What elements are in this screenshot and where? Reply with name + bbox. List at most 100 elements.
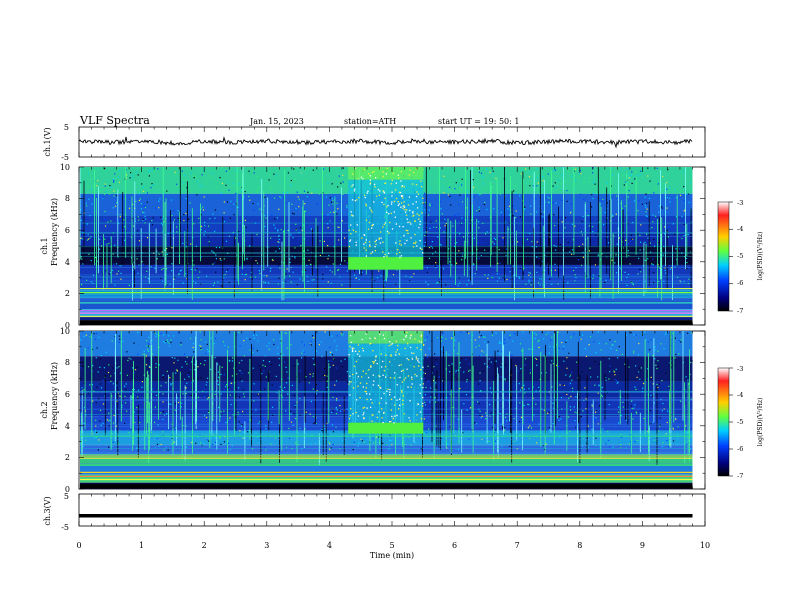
spectrum-speckle bbox=[300, 172, 302, 174]
spectrum-speckle bbox=[86, 205, 88, 207]
spectrum-speckle bbox=[163, 334, 165, 336]
spectrum-speckle bbox=[449, 195, 451, 197]
event-speckle bbox=[348, 245, 350, 248]
spectrum-speckle bbox=[80, 339, 82, 341]
spectrum-speckle bbox=[652, 264, 654, 266]
spectrum-speckle bbox=[326, 422, 328, 424]
spectrum-speckle bbox=[674, 233, 676, 235]
spectrum-speckle bbox=[329, 442, 331, 445]
spectrum-speckle bbox=[580, 172, 582, 174]
spectrum-speckle bbox=[672, 427, 674, 429]
spectrum-speckle bbox=[256, 436, 258, 438]
event-speckle bbox=[398, 225, 401, 228]
spectrum-speckle bbox=[482, 370, 484, 372]
event-speckle bbox=[369, 337, 371, 339]
spectrum-speckle bbox=[539, 378, 541, 381]
spectrum-speckle bbox=[547, 259, 549, 261]
spectrum-speckle bbox=[149, 344, 151, 346]
spectrum-speckle bbox=[190, 172, 192, 174]
spectrum-speckle bbox=[135, 200, 137, 203]
spectrum-speckle bbox=[241, 273, 243, 275]
spectrum-speckle bbox=[543, 355, 545, 357]
spectrum-speckle bbox=[608, 378, 610, 380]
event-speckle bbox=[395, 242, 397, 244]
event-speckle bbox=[390, 344, 392, 346]
spectrum-speckle bbox=[504, 426, 506, 428]
spectrum-speckle bbox=[215, 390, 217, 393]
spectrum-speckle bbox=[433, 379, 435, 382]
spectrum-speckle bbox=[301, 357, 303, 359]
spectrum-speckle bbox=[214, 357, 216, 359]
spectrum-speckle bbox=[137, 216, 139, 218]
spectrum-speckle bbox=[289, 258, 291, 260]
spectrum-speckle bbox=[220, 373, 222, 375]
ch1v-tick-top: 5 bbox=[64, 123, 69, 132]
spectrum-speckle bbox=[137, 427, 139, 429]
cb1-tick-m3: -3 bbox=[737, 199, 743, 207]
spectrum-speckle bbox=[208, 245, 211, 247]
spectrum-speckle bbox=[674, 337, 676, 339]
spectrum-speckle bbox=[323, 168, 325, 170]
event-speckle bbox=[416, 347, 418, 349]
spectrum-speckle bbox=[308, 343, 310, 345]
spectrum-speckle bbox=[285, 366, 287, 368]
spectrum-band bbox=[80, 454, 693, 466]
spectrum-speckle bbox=[90, 260, 92, 262]
spectrum-speckle bbox=[160, 216, 162, 218]
spectrum-speckle bbox=[440, 208, 442, 210]
spectrum-speckle bbox=[430, 263, 432, 265]
spectrum-speckle bbox=[374, 280, 376, 282]
spectrum-speckle bbox=[289, 275, 291, 277]
spectrum-speckle bbox=[119, 216, 121, 218]
spectrum-speckle bbox=[536, 256, 538, 258]
spectrum-speckle bbox=[609, 365, 611, 367]
spectrum-speckle bbox=[594, 384, 596, 386]
spectrum-speckle bbox=[632, 221, 634, 224]
spectrum-speckle bbox=[215, 254, 217, 256]
event-speckle bbox=[421, 248, 423, 250]
spectrum-speckle bbox=[117, 176, 119, 178]
spectrum-speckle bbox=[664, 434, 666, 436]
spectrum-speckle bbox=[551, 283, 553, 285]
spectrum-speckle bbox=[212, 213, 214, 215]
spectrum-speckle bbox=[256, 262, 259, 264]
event-speckle bbox=[392, 172, 394, 175]
spectrum-speckle bbox=[444, 218, 446, 220]
spectrum-speckle bbox=[690, 398, 692, 400]
spectrum-speckle bbox=[213, 343, 216, 345]
event-speckle bbox=[408, 359, 410, 361]
spectrum-speckle bbox=[234, 429, 236, 431]
spectrum-speckle bbox=[173, 219, 175, 221]
event-speckle bbox=[380, 387, 382, 389]
spectrum-speckle bbox=[574, 411, 576, 413]
spectrum-speckle bbox=[237, 411, 239, 413]
spectrum-speckle bbox=[192, 236, 194, 239]
spectrum-speckle bbox=[142, 353, 144, 355]
spectrum-speckle bbox=[607, 439, 610, 441]
spectrum-speckle bbox=[192, 379, 194, 381]
spectrum-speckle bbox=[242, 410, 244, 413]
spectrum-speckle bbox=[617, 381, 619, 383]
event-speckle bbox=[400, 171, 402, 173]
spectrum-speckle bbox=[653, 439, 656, 441]
spectrum-speckle bbox=[630, 332, 632, 334]
spectrum-speckle bbox=[537, 182, 539, 184]
spectrum-speckle bbox=[530, 348, 532, 350]
spectrum-speckle bbox=[290, 184, 292, 186]
spectrum-speckle bbox=[492, 241, 494, 243]
event-speckle bbox=[351, 185, 353, 187]
spectrum-speckle bbox=[141, 261, 143, 263]
event-speckle bbox=[412, 246, 415, 248]
spectrum-speckle bbox=[676, 188, 678, 190]
spectrum-speckle bbox=[217, 380, 219, 382]
spectrum-speckle bbox=[274, 227, 276, 229]
spectrum-speckle bbox=[206, 381, 208, 383]
spectrum-speckle bbox=[115, 385, 118, 387]
spectrum-speckle bbox=[526, 238, 529, 240]
spectrum-speckle bbox=[645, 215, 647, 217]
spectrum-speckle bbox=[498, 272, 500, 274]
spectrum-speckle bbox=[337, 400, 340, 402]
spectrum-speckle bbox=[166, 268, 168, 270]
spectrum-speckle bbox=[304, 203, 306, 205]
spectrum-speckle bbox=[239, 370, 241, 372]
